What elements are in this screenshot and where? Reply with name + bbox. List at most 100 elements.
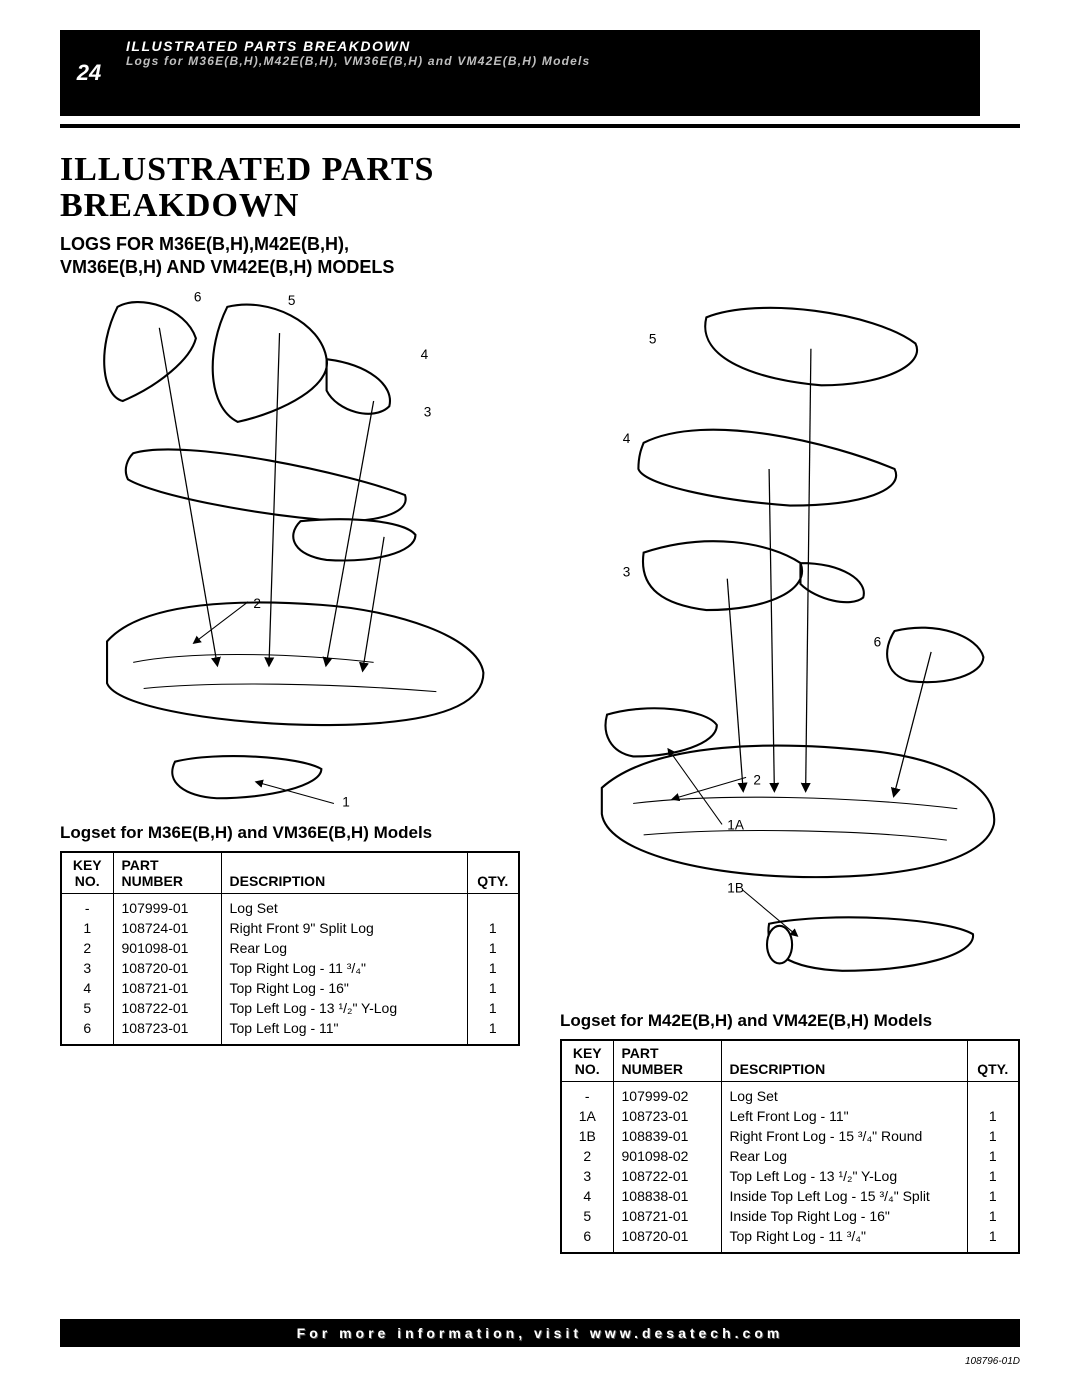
callout-3: 3 [424, 405, 432, 420]
cell-part: 108723-01 [613, 1106, 721, 1126]
cell-desc: Top Right Log - 16" [221, 978, 467, 998]
left-logset-diagram: 6 5 4 3 2 1 [60, 286, 520, 809]
table-row: 2901098-02Rear Log1 [561, 1146, 1019, 1166]
cell-part: 901098-02 [613, 1146, 721, 1166]
cell-key: 4 [61, 978, 113, 998]
document-id: 108796-01D [965, 1356, 1020, 1367]
cell-part: 107999-02 [613, 1082, 721, 1107]
cell-qty: 1 [467, 958, 519, 978]
cell-part: 108722-01 [613, 1166, 721, 1186]
header-title: ILLUSTRATED PARTS BREAKDOWN [126, 38, 968, 54]
cell-key: 6 [561, 1226, 613, 1253]
cell-desc: Inside Top Left Log - 15 ³/₄" Split [721, 1186, 967, 1206]
cell-key: 1B [561, 1126, 613, 1146]
cell-key: 3 [61, 958, 113, 978]
left-table-caption: Logset for M36E(B,H) and VM36E(B,H) Mode… [60, 823, 520, 843]
cell-qty: 1 [967, 1106, 1019, 1126]
left-parts-table: KEYNO. PARTNUMBER DESCRIPTION QTY. -1079… [60, 851, 520, 1046]
cell-key: 1 [61, 918, 113, 938]
cell-qty: 1 [467, 978, 519, 998]
th-desc: DESCRIPTION [221, 852, 467, 894]
cell-part: 108723-01 [113, 1018, 221, 1045]
cell-key: 1A [561, 1106, 613, 1126]
table-row: 1108724-01Right Front 9" Split Log1 [61, 918, 519, 938]
cell-qty: 1 [467, 918, 519, 938]
callout-3: 3 [623, 565, 631, 580]
main-title: ILLUSTRATED PARTS BREAKDOWN [60, 152, 1020, 223]
callout-6: 6 [874, 635, 882, 650]
callout-2: 2 [753, 773, 761, 788]
subtitle-line1: LOGS FOR M36E(B,H),M42E(B,H), [60, 234, 349, 254]
cell-key: 2 [61, 938, 113, 958]
table-row: 3108720-01Top Right Log - 11 ³/₄"1 [61, 958, 519, 978]
cell-qty: 1 [967, 1206, 1019, 1226]
callout-5: 5 [288, 293, 296, 308]
th-qty: QTY. [967, 1040, 1019, 1082]
cell-key: 6 [61, 1018, 113, 1045]
cell-desc: Right Front 9" Split Log [221, 918, 467, 938]
th-key: KEYNO. [561, 1040, 613, 1082]
callout-1b: 1B [727, 881, 744, 896]
cell-desc: Rear Log [221, 938, 467, 958]
cell-desc: Top Left Log - 11" [221, 1018, 467, 1045]
right-parts-table: KEYNO. PARTNUMBER DESCRIPTION QTY. -1079… [560, 1039, 1020, 1254]
callout-1: 1 [342, 795, 350, 809]
cell-key: 2 [561, 1146, 613, 1166]
cell-key: 3 [561, 1166, 613, 1186]
table-row: 5108721-01Inside Top Right Log - 16"1 [561, 1206, 1019, 1226]
callout-5: 5 [649, 332, 657, 347]
cell-qty: 1 [967, 1186, 1019, 1206]
cell-qty: 1 [467, 1018, 519, 1045]
header-subtitle: Logs for M36E(B,H),M42E(B,H), VM36E(B,H)… [126, 54, 968, 68]
cell-desc: Inside Top Right Log - 16" [721, 1206, 967, 1226]
cell-qty [467, 894, 519, 919]
cell-desc: Left Front Log - 11" [721, 1106, 967, 1126]
callout-6: 6 [194, 290, 202, 305]
table-row: 6108723-01Top Left Log - 11"1 [61, 1018, 519, 1045]
callout-4: 4 [421, 348, 429, 363]
table-row: 4108721-01Top Right Log - 16"1 [61, 978, 519, 998]
page-number: 24 [60, 30, 118, 116]
cell-qty: 1 [967, 1126, 1019, 1146]
cell-desc: Top Right Log - 11 ³/₄" [721, 1226, 967, 1253]
table-row: -107999-02Log Set [561, 1082, 1019, 1107]
cell-part: 901098-01 [113, 938, 221, 958]
table-row: 2901098-01Rear Log1 [61, 938, 519, 958]
cell-qty: 1 [967, 1226, 1019, 1253]
th-desc: DESCRIPTION [721, 1040, 967, 1082]
callout-1a: 1A [727, 818, 745, 833]
table-row: 4108838-01Inside Top Left Log - 15 ³/₄" … [561, 1186, 1019, 1206]
header-text-block: ILLUSTRATED PARTS BREAKDOWN Logs for M36… [118, 30, 980, 116]
cell-desc: Top Left Log - 13 ¹/₂" Y-Log [721, 1166, 967, 1186]
cell-qty: 1 [467, 938, 519, 958]
table-row: 6108720-01Top Right Log - 11 ³/₄"1 [561, 1226, 1019, 1253]
footer-bar: For more information, visit www.desatech… [60, 1319, 1020, 1347]
right-table-caption: Logset for M42E(B,H) and VM42E(B,H) Mode… [560, 1011, 1020, 1031]
table-row: 5108722-01Top Left Log - 13 ¹/₂" Y-Log1 [61, 998, 519, 1018]
horizontal-rule [60, 124, 1020, 128]
cell-desc: Rear Log [721, 1146, 967, 1166]
cell-qty: 1 [967, 1166, 1019, 1186]
cell-key: 5 [561, 1206, 613, 1226]
callout-2: 2 [253, 596, 261, 611]
header-bar: 24 ILLUSTRATED PARTS BREAKDOWN Logs for … [60, 30, 1020, 116]
cell-desc: Top Left Log - 13 ¹/₂" Y-Log [221, 998, 467, 1018]
right-logset-diagram: 5 4 3 6 2 1A 1B [560, 286, 1020, 997]
cell-desc: Right Front Log - 15 ³/₄" Round [721, 1126, 967, 1146]
main-title-line1: ILLUSTRATED PARTS [60, 151, 434, 188]
cell-key: 5 [61, 998, 113, 1018]
columns: 6 5 4 3 2 1 Logset for M36E(B,H) and VM3… [60, 286, 1020, 1254]
cell-key: - [561, 1082, 613, 1107]
cell-key: 4 [561, 1186, 613, 1206]
cell-key: - [61, 894, 113, 919]
cell-desc: Top Right Log - 11 ³/₄" [221, 958, 467, 978]
table-row: 1B108839-01Right Front Log - 15 ³/₄" Rou… [561, 1126, 1019, 1146]
cell-part: 108721-01 [113, 978, 221, 998]
th-part: PARTNUMBER [613, 1040, 721, 1082]
cell-desc: Log Set [221, 894, 467, 919]
right-column: 5 4 3 6 2 1A 1B Logset for M42E(B,H) and… [560, 286, 1020, 1254]
models-subtitle: LOGS FOR M36E(B,H),M42E(B,H), VM36E(B,H)… [60, 233, 1020, 278]
page: 24 ILLUSTRATED PARTS BREAKDOWN Logs for … [0, 0, 1080, 1254]
subtitle-line2: VM36E(B,H) AND VM42E(B,H) MODELS [60, 257, 394, 277]
cell-part: 108722-01 [113, 998, 221, 1018]
